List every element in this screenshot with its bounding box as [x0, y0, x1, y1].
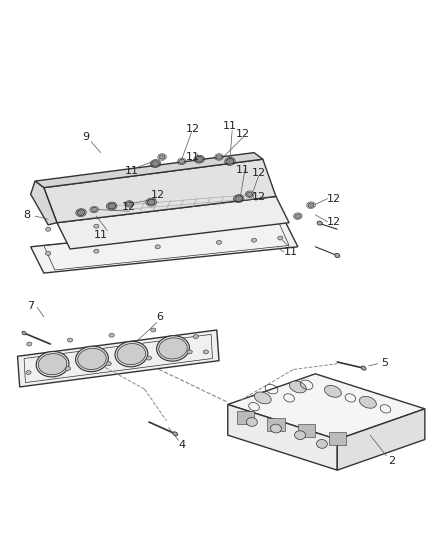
Polygon shape	[57, 197, 289, 249]
Text: 12: 12	[327, 217, 341, 227]
Text: 12: 12	[251, 168, 265, 178]
Ellipse shape	[254, 392, 271, 404]
Ellipse shape	[216, 155, 222, 159]
Ellipse shape	[151, 328, 156, 332]
Ellipse shape	[106, 362, 111, 366]
Text: 7: 7	[27, 301, 34, 311]
Ellipse shape	[22, 332, 26, 335]
Ellipse shape	[278, 236, 283, 240]
Ellipse shape	[109, 333, 114, 337]
Ellipse shape	[155, 245, 160, 249]
Polygon shape	[35, 152, 263, 188]
Ellipse shape	[325, 385, 341, 397]
Polygon shape	[31, 221, 298, 273]
Text: 11: 11	[223, 122, 237, 131]
Text: 11: 11	[186, 152, 200, 162]
Text: 5: 5	[381, 358, 388, 368]
Text: 12: 12	[327, 193, 341, 204]
Ellipse shape	[159, 338, 187, 359]
Ellipse shape	[317, 440, 327, 448]
Ellipse shape	[46, 227, 51, 231]
Ellipse shape	[27, 342, 32, 346]
Ellipse shape	[94, 224, 99, 228]
Ellipse shape	[157, 336, 189, 361]
Ellipse shape	[247, 192, 253, 197]
Ellipse shape	[108, 203, 116, 209]
Polygon shape	[237, 411, 254, 424]
Text: 11: 11	[283, 247, 297, 257]
Ellipse shape	[46, 252, 51, 255]
Ellipse shape	[247, 417, 257, 426]
Ellipse shape	[290, 381, 306, 393]
Text: 6: 6	[156, 312, 163, 322]
Ellipse shape	[308, 203, 314, 207]
Text: 12: 12	[186, 124, 200, 134]
Polygon shape	[228, 405, 337, 470]
Ellipse shape	[360, 397, 376, 408]
Polygon shape	[267, 418, 285, 431]
Polygon shape	[31, 181, 57, 225]
Ellipse shape	[26, 370, 31, 375]
Ellipse shape	[235, 196, 243, 201]
Polygon shape	[337, 409, 425, 470]
Polygon shape	[18, 330, 219, 387]
Ellipse shape	[126, 201, 132, 206]
Ellipse shape	[193, 335, 198, 338]
Ellipse shape	[195, 156, 203, 162]
Ellipse shape	[91, 207, 97, 212]
Text: 11: 11	[236, 165, 250, 175]
Ellipse shape	[65, 367, 71, 370]
Ellipse shape	[152, 161, 159, 166]
Ellipse shape	[146, 356, 152, 360]
Ellipse shape	[271, 424, 281, 433]
Text: 4: 4	[178, 440, 185, 450]
Ellipse shape	[251, 238, 257, 242]
Text: 11: 11	[124, 166, 138, 176]
Ellipse shape	[295, 214, 301, 219]
Ellipse shape	[335, 254, 340, 257]
Text: 2: 2	[389, 456, 396, 466]
Ellipse shape	[147, 199, 155, 205]
Text: 12: 12	[122, 203, 136, 212]
Text: 12: 12	[251, 192, 265, 203]
Ellipse shape	[159, 155, 165, 159]
Ellipse shape	[295, 431, 305, 440]
Ellipse shape	[203, 350, 208, 354]
Ellipse shape	[39, 353, 67, 375]
Ellipse shape	[77, 210, 85, 215]
Polygon shape	[228, 374, 425, 440]
Polygon shape	[44, 159, 276, 223]
Ellipse shape	[115, 341, 148, 367]
Ellipse shape	[216, 240, 222, 245]
Ellipse shape	[67, 338, 73, 342]
Ellipse shape	[36, 351, 69, 377]
Text: 11: 11	[94, 230, 108, 239]
Ellipse shape	[94, 249, 99, 253]
Ellipse shape	[187, 350, 192, 354]
Text: 12: 12	[151, 190, 165, 200]
Ellipse shape	[361, 366, 366, 370]
Ellipse shape	[179, 159, 185, 164]
Ellipse shape	[226, 158, 234, 164]
Ellipse shape	[78, 349, 106, 369]
Text: 12: 12	[236, 129, 250, 139]
Text: 8: 8	[24, 210, 31, 220]
Ellipse shape	[317, 221, 322, 225]
Ellipse shape	[173, 432, 178, 436]
Text: 9: 9	[82, 132, 89, 142]
Ellipse shape	[117, 344, 145, 365]
Ellipse shape	[76, 346, 108, 372]
Polygon shape	[328, 432, 346, 445]
Polygon shape	[298, 424, 315, 437]
